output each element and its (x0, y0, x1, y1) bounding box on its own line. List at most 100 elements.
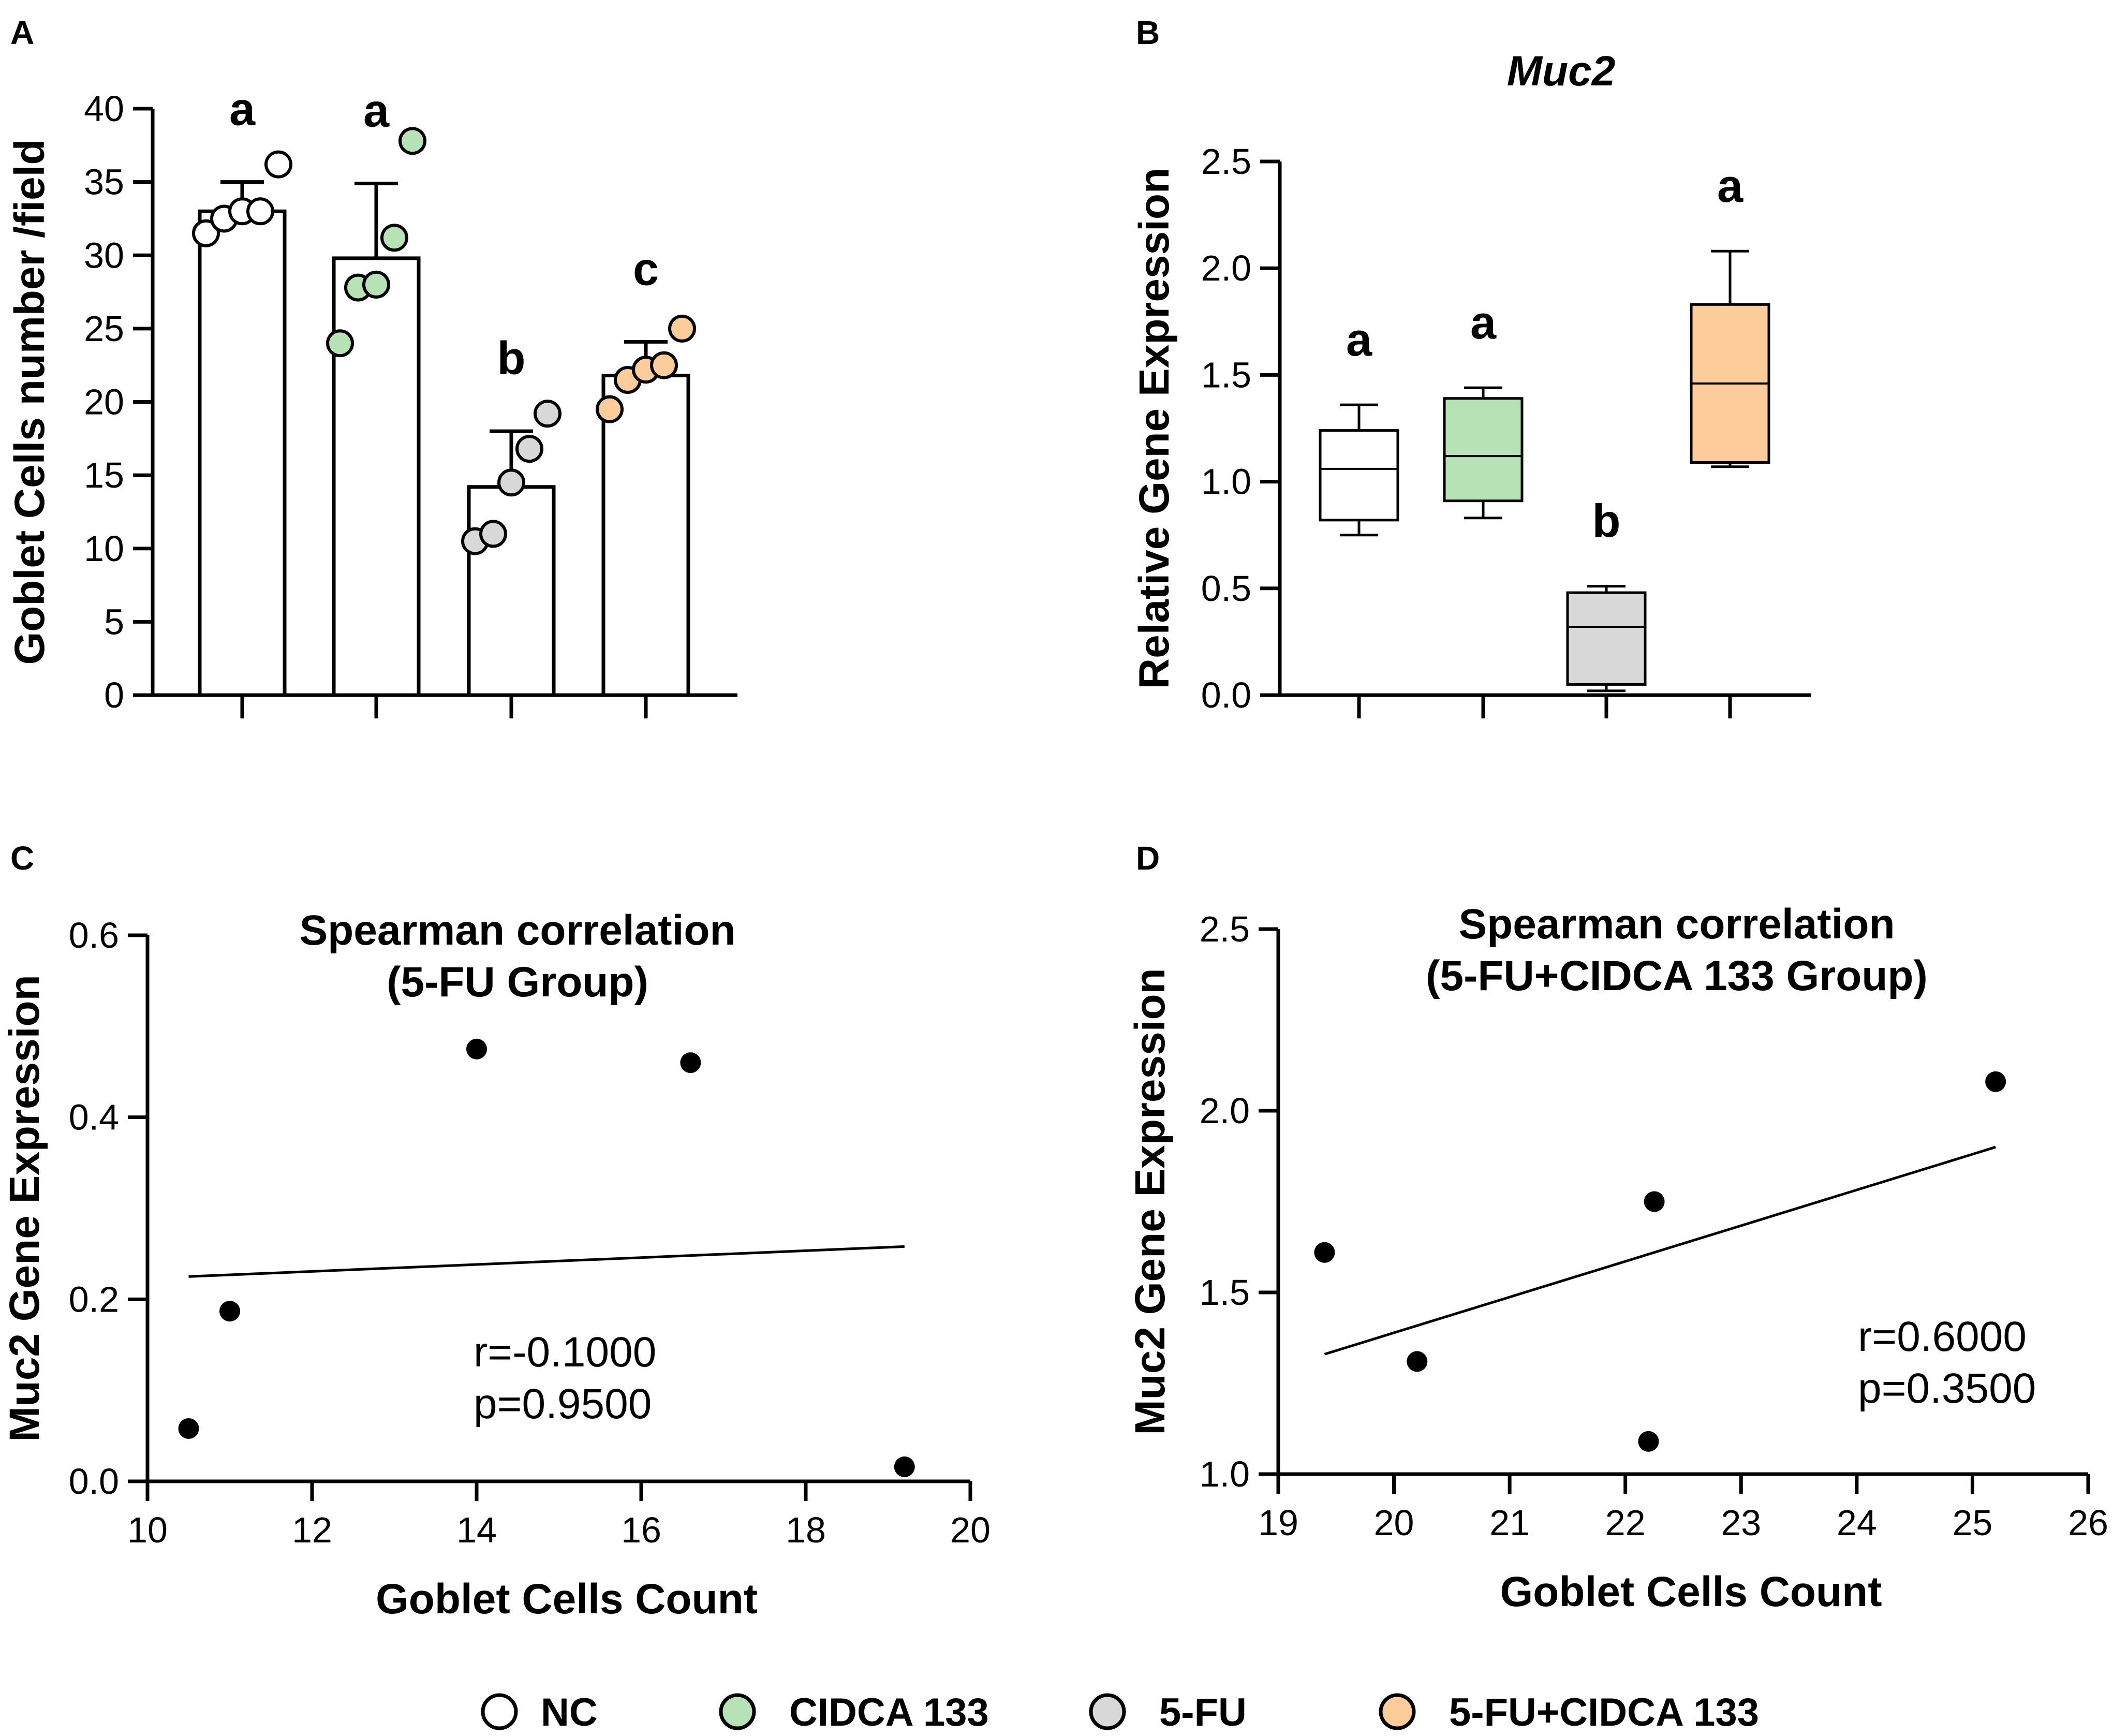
x-tick-label: 18 (786, 1510, 826, 1550)
y-tick-label: 0 (104, 675, 124, 715)
p-value-label: p=0.9500 (474, 1380, 652, 1428)
data-point-nc (192, 219, 220, 247)
bar-5-fu-cidca-133 (601, 374, 690, 697)
data-point-nc (246, 197, 274, 226)
r-value-label: r=0.6000 (1858, 1313, 2027, 1360)
data-point (466, 1038, 487, 1060)
significance-letter-5-fu: b (1592, 496, 1621, 548)
y-tick-label: 1.0 (1201, 462, 1251, 502)
r-value-label: r=-0.1000 (474, 1329, 656, 1376)
y-tick-label: 5 (104, 601, 124, 642)
significance-letter-5-fu-cidca-133: a (1717, 160, 1743, 212)
y-tick-label: 2.0 (1200, 1091, 1250, 1131)
panel-letter-d: D (1136, 840, 1160, 877)
y-tick-label: 0.0 (1201, 675, 1251, 715)
data-point-5-fu-cidca-133 (668, 314, 696, 343)
significance-letter-5-fu: b (497, 333, 526, 385)
y-tick-label: 0.5 (1201, 568, 1251, 609)
y-tick-label: 30 (84, 235, 124, 275)
legend-label-cidca-133: CIDCA 133 (789, 1690, 989, 1734)
p-value-label: p=0.3500 (1858, 1365, 2036, 1412)
significance-letter-5-fu-cidca-133: c (633, 243, 659, 295)
y-tick-label: 0.0 (69, 1461, 119, 1502)
legend-swatch-cidca-133 (719, 1693, 756, 1730)
y-tick-label: 35 (84, 162, 124, 202)
data-point (1407, 1351, 1428, 1372)
chart-title-line-1: Spearman correlation (299, 907, 735, 954)
x-tick-label: 12 (292, 1510, 332, 1550)
significance-letter-nc: a (1346, 314, 1372, 366)
x-tick-label: 20 (950, 1510, 991, 1550)
panel-a-bar-chart: 0 5 10 15 20 25 30 35 40 Goblet Cells number /fie… (6, 84, 737, 718)
data-point (1985, 1071, 2006, 1092)
data-point-cidca-133 (362, 270, 390, 299)
significance-letter-nc: a (229, 84, 256, 136)
data-point-cidca-133 (380, 224, 408, 252)
x-tick-label: 25 (1952, 1503, 1992, 1543)
y-tick-label: 15 (84, 455, 124, 495)
y-tick-label: 40 (84, 89, 124, 129)
y-axis-title: Goblet Cells number /field (6, 139, 53, 665)
y-tick-label: 10 (84, 528, 124, 569)
x-axis-title: Goblet Cells Count (1500, 1568, 1882, 1615)
chart-title-line-1: Spearman correlation (1458, 901, 1895, 948)
data-point (1314, 1242, 1335, 1263)
bar-5-fu (467, 485, 556, 697)
significance-letter-cidca-133: a (363, 85, 390, 137)
y-tick-label: 1.0 (1200, 1454, 1250, 1494)
y-tick-label: 2.0 (1201, 248, 1251, 288)
y-tick-label: 2.5 (1201, 141, 1251, 182)
panel-letter-a: A (10, 14, 34, 51)
x-tick-label: 20 (1374, 1503, 1414, 1543)
bar-nc (198, 209, 287, 697)
chart-title-line-2: (5-FU Group) (387, 959, 648, 1006)
data-point-5-fu-cidca-133 (650, 351, 678, 379)
x-tick-label: 22 (1605, 1503, 1646, 1543)
x-tick-label: 10 (127, 1510, 168, 1550)
x-tick-label: 19 (1258, 1503, 1298, 1543)
x-axis-title: Goblet Cells Count (376, 1576, 758, 1623)
panel-c-scatter: 0.0 0.2 0.4 0.6 10 12 14 16 18 20 Goblet Cells Cou… (1, 907, 991, 1623)
y-tick-label: 1.5 (1201, 355, 1251, 395)
x-tick-label: 24 (1837, 1503, 1877, 1543)
y-tick-label: 0.4 (69, 1097, 119, 1138)
x-tick-label: 23 (1721, 1503, 1761, 1543)
y-tick-label: 0.6 (69, 915, 119, 955)
data-point-5-fu (497, 468, 525, 497)
y-tick-label: 2.5 (1200, 909, 1250, 949)
regression-line (1324, 1145, 1996, 1356)
box-5-fu (1566, 591, 1647, 686)
data-point-5-fu (534, 400, 562, 428)
legend-label-nc: NC (541, 1690, 598, 1734)
data-point (894, 1456, 915, 1477)
data-point (1644, 1191, 1665, 1212)
panel-letter-b: B (1136, 14, 1160, 51)
legend-label-5-fu-cidca-133: 5-FU+CIDCA 133 (1449, 1690, 1759, 1734)
legend-swatch-nc (481, 1693, 518, 1730)
y-tick-label: 0.2 (69, 1279, 119, 1319)
y-tick-label: 20 (84, 382, 124, 422)
x-tick-label: 16 (621, 1510, 661, 1550)
data-point-5-fu-cidca-133 (596, 395, 624, 423)
bar-cidca-133 (332, 256, 421, 697)
panel-letter-c: C (10, 840, 34, 877)
y-axis-title: Muc2 Gene Expression (1127, 968, 1174, 1435)
chart-title-line-2: (5-FU+CIDCA 133 Group) (1426, 952, 1928, 999)
chart-title: Muc2 (1507, 48, 1616, 95)
box-nc (1319, 429, 1399, 522)
legend-label-5-fu: 5-FU (1159, 1690, 1247, 1734)
data-point-5-fu (479, 520, 507, 548)
data-point (1638, 1431, 1659, 1452)
y-tick-label: 1.5 (1200, 1272, 1250, 1313)
legend: NC CIDCA 133 5-FU 5-FU+CIDCA 133 (481, 1690, 1759, 1734)
significance-letter-cidca-133: a (1470, 297, 1497, 349)
panel-d-scatter: 1.0 1.5 2.0 2.5 19 20 21 22 23 24 25 26 Goblet Cells… (1127, 901, 2108, 1615)
y-tick-label: 25 (84, 308, 124, 349)
y-axis-title: Relative Gene Expression (1131, 168, 1178, 689)
x-tick-label: 26 (2068, 1503, 2108, 1543)
data-point (219, 1301, 240, 1322)
x-tick-label: 14 (456, 1510, 497, 1550)
data-point-5-fu (515, 435, 543, 463)
legend-swatch-5-fu-cidca-133 (1379, 1693, 1416, 1730)
